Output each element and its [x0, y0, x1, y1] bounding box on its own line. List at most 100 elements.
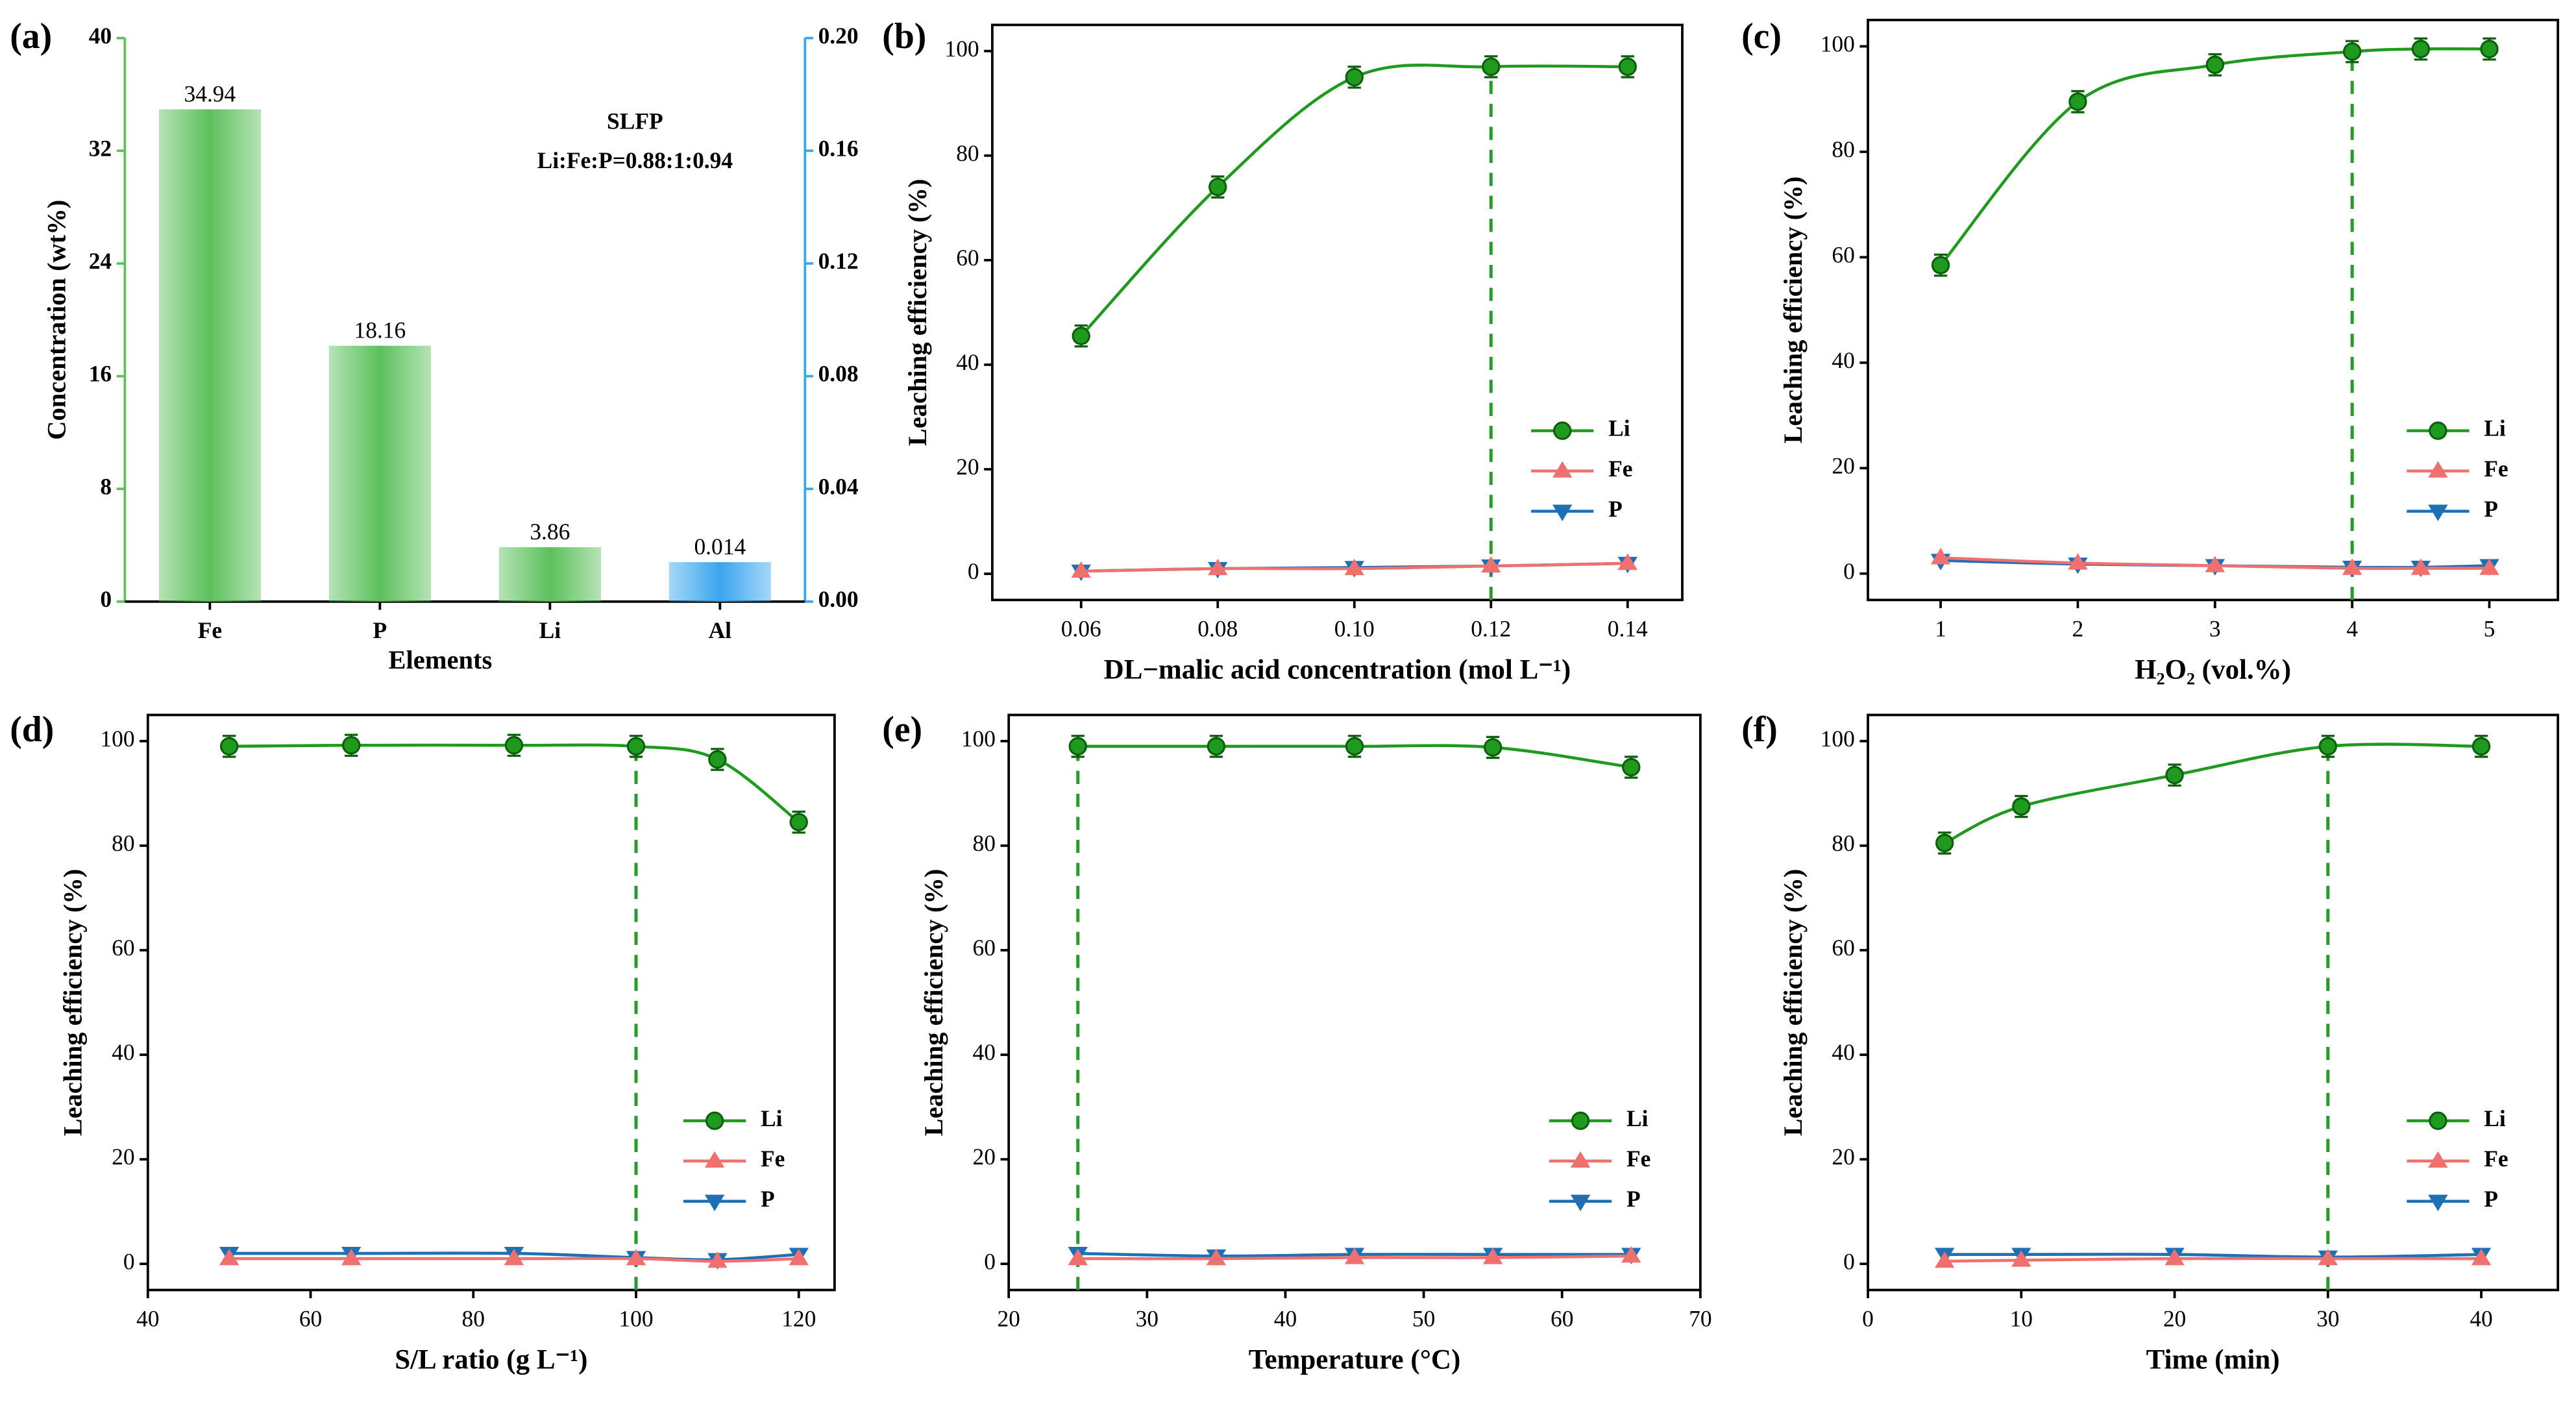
- y-tick-label: 80: [1832, 830, 1854, 856]
- x-axis-title: Elements: [389, 645, 493, 674]
- series-line: [1944, 1257, 2482, 1263]
- y2-tick-label: 0.04: [818, 473, 859, 499]
- y-tick-label: 80: [1832, 136, 1854, 162]
- x-tick-label: 100: [619, 1306, 653, 1332]
- y-tick-label: 100: [944, 36, 979, 62]
- x-axis-title: H₂O₂ (vol.%): [2135, 655, 2291, 685]
- marker: [2318, 1248, 2338, 1266]
- marker: [1482, 1248, 1503, 1264]
- marker: [1208, 177, 1227, 197]
- marker: [1570, 1194, 1591, 1211]
- bar: [498, 547, 601, 602]
- x-axis-title: Time (min): [2146, 1345, 2280, 1375]
- bar: [669, 562, 771, 602]
- marker: [1552, 461, 1573, 478]
- plot-frame: [1867, 18, 2560, 602]
- legend-label: Li: [1626, 1105, 1649, 1131]
- legend-label: Li: [1608, 415, 1630, 441]
- y-tick-label: 60: [973, 935, 996, 961]
- x-tick-label: Li: [539, 617, 561, 643]
- legend-label: P: [761, 1186, 775, 1212]
- marker: [220, 737, 239, 756]
- marker: [2428, 461, 2448, 478]
- marker: [1207, 737, 1226, 756]
- x-tick-label: 120: [781, 1306, 816, 1332]
- marker: [1935, 833, 1954, 853]
- y-tick-label: 100: [1821, 31, 1855, 57]
- y-axis-title: Leaching efficiency (%): [903, 179, 932, 447]
- panel-label: (e): [882, 709, 922, 750]
- value-label: 34.94: [184, 80, 236, 106]
- marker: [1552, 504, 1573, 521]
- marker: [2165, 1248, 2185, 1266]
- series-line: [1080, 64, 1628, 338]
- y-tick-label: 16: [89, 361, 112, 387]
- y-tick-label: 0: [1843, 558, 1855, 584]
- x-tick-label: 5: [2484, 616, 2496, 642]
- x-tick-label: 0.14: [1608, 616, 1648, 642]
- series-line: [1939, 47, 2490, 266]
- marker: [1208, 558, 1228, 576]
- marker: [2068, 553, 2088, 570]
- x-tick-label: 0.06: [1061, 616, 1101, 642]
- marker: [504, 736, 524, 755]
- x-tick-label: 40: [136, 1306, 159, 1332]
- y-tick-label: 0: [123, 1248, 135, 1274]
- marker: [2011, 1250, 2031, 1267]
- y-tick-label: 60: [112, 935, 134, 961]
- marker: [2472, 737, 2491, 756]
- legend-label: Fe: [2484, 1146, 2508, 1172]
- x-tick-label: 60: [299, 1306, 322, 1332]
- x-tick-label: 10: [2010, 1306, 2033, 1332]
- marker: [1206, 1248, 1227, 1266]
- y-axis-title: Leaching efficiency (%): [1778, 869, 1808, 1137]
- y-tick-label: 40: [112, 1039, 134, 1065]
- y-tick-label: 80: [112, 830, 134, 856]
- y-tick-label: 0: [1843, 1248, 1855, 1274]
- marker: [705, 1111, 724, 1130]
- marker: [1482, 57, 1501, 76]
- marker: [1553, 421, 1572, 440]
- legend-label: Li: [2484, 415, 2506, 441]
- x-tick-label: 40: [1274, 1306, 1297, 1332]
- marker: [626, 1248, 646, 1266]
- panel-label: (d): [10, 709, 54, 750]
- series-line: [1944, 1253, 2482, 1259]
- y-tick-label: 0: [984, 1248, 996, 1274]
- annotation: Li:Fe:P=0.88:1:0.94: [537, 147, 733, 173]
- marker: [2480, 40, 2499, 58]
- y-tick-label: 40: [1832, 1039, 1854, 1065]
- y-tick-label: 80: [956, 140, 979, 166]
- legend-label: Fe: [1626, 1146, 1650, 1172]
- y-tick-label: 40: [1832, 347, 1854, 373]
- y-tick-label: 20: [973, 1144, 996, 1170]
- marker: [1345, 68, 1364, 87]
- y-tick-label: 40: [973, 1039, 996, 1065]
- marker: [2429, 1111, 2447, 1130]
- panel-label: (b): [882, 16, 926, 56]
- y2-tick-label: 0.20: [818, 23, 859, 49]
- x-tick-label: 20: [997, 1306, 1020, 1332]
- annotation: SLFP: [607, 108, 663, 134]
- marker: [1617, 553, 1638, 571]
- legend-label: P: [2484, 496, 2498, 522]
- x-tick-label: 0.08: [1197, 616, 1238, 642]
- marker: [626, 737, 646, 756]
- marker: [789, 813, 808, 831]
- y-tick-label: 80: [973, 830, 996, 856]
- marker: [2342, 558, 2362, 575]
- marker: [1571, 1111, 1590, 1130]
- marker: [2068, 92, 2087, 111]
- y-tick-label: 100: [1821, 726, 1855, 752]
- marker: [2428, 1151, 2448, 1168]
- y-tick-label: 0: [968, 558, 979, 584]
- x-tick-label: P: [373, 617, 387, 643]
- y2-tick-label: 0.16: [818, 135, 859, 161]
- panel-label: (f): [1741, 709, 1778, 750]
- x-tick-label: 20: [2163, 1306, 2186, 1332]
- marker: [2428, 1194, 2448, 1211]
- bar: [158, 109, 261, 602]
- x-axis-title: DL−malic acid concentration (mol L⁻¹): [1104, 655, 1571, 685]
- y2-tick-label: 0.08: [818, 361, 859, 387]
